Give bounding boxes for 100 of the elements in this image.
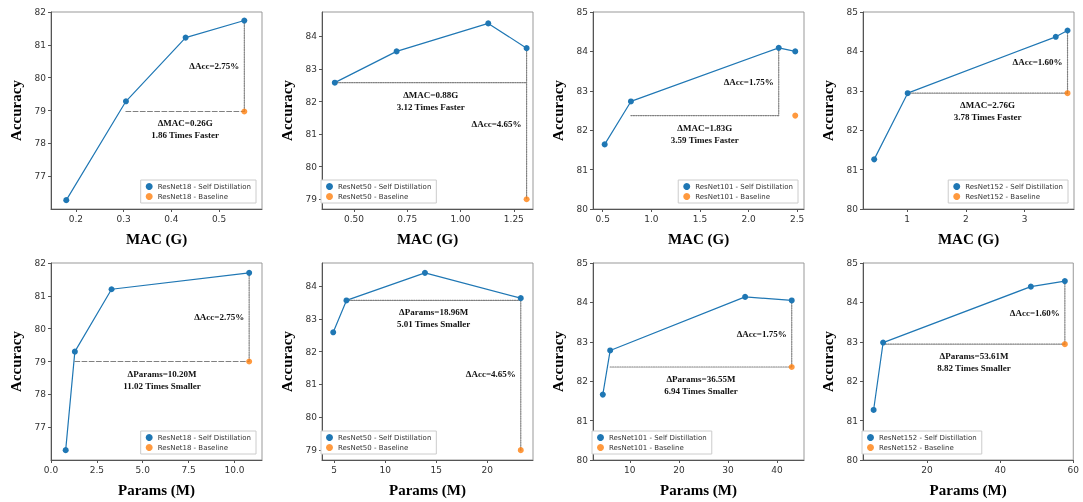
x-tick-label: 0.2 [68, 213, 83, 224]
y-tick-label: 77 [34, 171, 46, 182]
x-tick-label: 2.5 [89, 464, 105, 475]
x-axis-title: MAC (G) [396, 230, 458, 248]
x-tick-label: 2.5 [789, 213, 804, 224]
y-tick-label: 83 [305, 63, 317, 74]
y-tick-label: 78 [34, 138, 47, 149]
y-tick-label: 81 [34, 39, 46, 50]
annotation: ΔParams=53.61M 8.82 Times Smaller [937, 351, 1011, 374]
x-tick-label: 2 [963, 213, 969, 224]
x-tick-label: 0.4 [164, 213, 179, 224]
x-tick-label: 1.5 [692, 213, 707, 224]
y-tick-label: 80 [34, 72, 47, 83]
annotation: ΔMAC=0.26G 1.86 Times Faster [151, 118, 220, 141]
y-tick-label: 84 [305, 31, 318, 42]
y-axis-title: Accuracy [549, 79, 565, 141]
annotation: ΔAcc=1.60% [1012, 56, 1063, 67]
y-tick-label: 77 [34, 422, 46, 433]
annotation: ΔParams=10.20M 11.02 Times Smaller [123, 368, 201, 391]
y-axis-title: Accuracy [819, 79, 836, 141]
x-tick-label: 5 [331, 464, 337, 475]
x-tick-label: 0.0 [43, 464, 59, 475]
x-tick-label: 0.5 [211, 213, 227, 224]
x-tick-label: 60 [1067, 464, 1080, 475]
x-tick-label: 20 [481, 464, 493, 475]
y-tick-label: 83 [846, 85, 859, 96]
y-tick-label: 80 [305, 161, 318, 172]
x-tick-label: 40 [994, 464, 1007, 475]
annotation: ΔAcc=2.75% [194, 312, 245, 323]
y-tick-label: 85 [846, 7, 859, 17]
y-axis-title: Accuracy [819, 330, 836, 392]
annotation: ΔAcc=4.65% [471, 118, 522, 129]
y-tick-label: 84 [846, 297, 859, 308]
x-tick-label: 7.5 [181, 464, 196, 475]
y-tick-label: 81 [576, 164, 588, 175]
annotation: ΔAcc=1.75% [736, 328, 787, 339]
y-tick-label: 82 [34, 258, 46, 268]
y-tick-label: 79 [34, 105, 47, 116]
annotation: ΔAcc=4.65% [465, 369, 516, 380]
x-tick-label: 40 [770, 464, 783, 475]
x-axis-title: Params (M) [117, 481, 196, 499]
x-axis-title: Params (M) [929, 481, 1007, 499]
y-tick-label: 80 [846, 455, 859, 465]
y-tick-label: 82 [305, 346, 317, 357]
x-tick-label: 0.75 [396, 213, 418, 224]
annotation: ΔParams=18.96M 5.01 Times Smaller [396, 307, 471, 330]
annotation: ΔParams=36.55M 6.94 Times Smaller [663, 374, 738, 397]
x-tick-label: 2.0 [740, 213, 756, 224]
y-tick-label: 80 [576, 455, 588, 465]
annotation: ΔMAC=1.83G 3.59 Times Faster [670, 122, 739, 145]
x-axis-title: MAC (G) [667, 230, 729, 248]
y-tick-label: 81 [846, 164, 859, 175]
x-axis-title: Params (M) [659, 481, 737, 499]
y-tick-label: 80 [34, 323, 47, 334]
y-tick-label: 78 [34, 389, 47, 400]
x-tick-label: 1.25 [503, 213, 524, 224]
y-tick-label: 81 [34, 290, 46, 301]
x-axis-title: MAC (G) [938, 230, 1000, 248]
y-tick-label: 85 [576, 7, 588, 17]
y-tick-label: 82 [576, 125, 588, 136]
y-tick-label: 82 [576, 376, 588, 387]
y-tick-label: 82 [305, 96, 317, 107]
y-tick-label: 81 [305, 379, 317, 390]
y-tick-label: 79 [305, 194, 318, 205]
y-tick-label: 83 [576, 336, 588, 347]
x-axis-title: MAC (G) [125, 230, 188, 248]
x-tick-label: 1 [904, 213, 911, 224]
annotation: ΔAcc=1.75% [723, 76, 774, 87]
y-tick-label: 79 [305, 445, 318, 456]
y-axis-title: Accuracy [278, 79, 295, 141]
x-axis-title: Params (M) [388, 481, 466, 499]
y-axis-title: Accuracy [7, 79, 24, 141]
y-tick-label: 84 [576, 46, 588, 57]
x-tick-label: 10 [379, 464, 391, 475]
y-tick-label: 84 [846, 46, 859, 57]
x-tick-label: 5.0 [135, 464, 151, 475]
y-tick-label: 80 [576, 204, 588, 214]
y-tick-label: 79 [34, 356, 47, 367]
y-tick-label: 85 [846, 258, 859, 268]
x-tick-label: 20 [921, 464, 934, 475]
x-tick-label: 20 [672, 464, 685, 475]
y-tick-label: 84 [576, 297, 588, 308]
x-tick-label: 10.0 [224, 464, 245, 475]
y-tick-label: 83 [846, 336, 859, 347]
annotation: ΔAcc=1.60% [1010, 307, 1061, 318]
y-tick-label: 83 [576, 85, 588, 96]
y-tick-label: 81 [305, 129, 317, 140]
annotation: ΔMAC=2.76G 3.78 Times Faster [953, 100, 1022, 123]
x-tick-label: 15 [430, 464, 442, 475]
y-axis-title: Accuracy [7, 330, 24, 392]
y-tick-label: 83 [305, 313, 317, 324]
y-axis-title: Accuracy [549, 330, 565, 392]
y-tick-label: 80 [305, 412, 318, 423]
x-tick-label: 10 [623, 464, 636, 475]
y-tick-label: 81 [846, 415, 859, 426]
x-tick-label: 0.50 [343, 213, 365, 224]
y-tick-label: 82 [846, 125, 859, 136]
x-tick-label: 3 [1022, 213, 1028, 224]
y-tick-label: 80 [846, 204, 859, 214]
y-axis-title: Accuracy [278, 330, 295, 392]
